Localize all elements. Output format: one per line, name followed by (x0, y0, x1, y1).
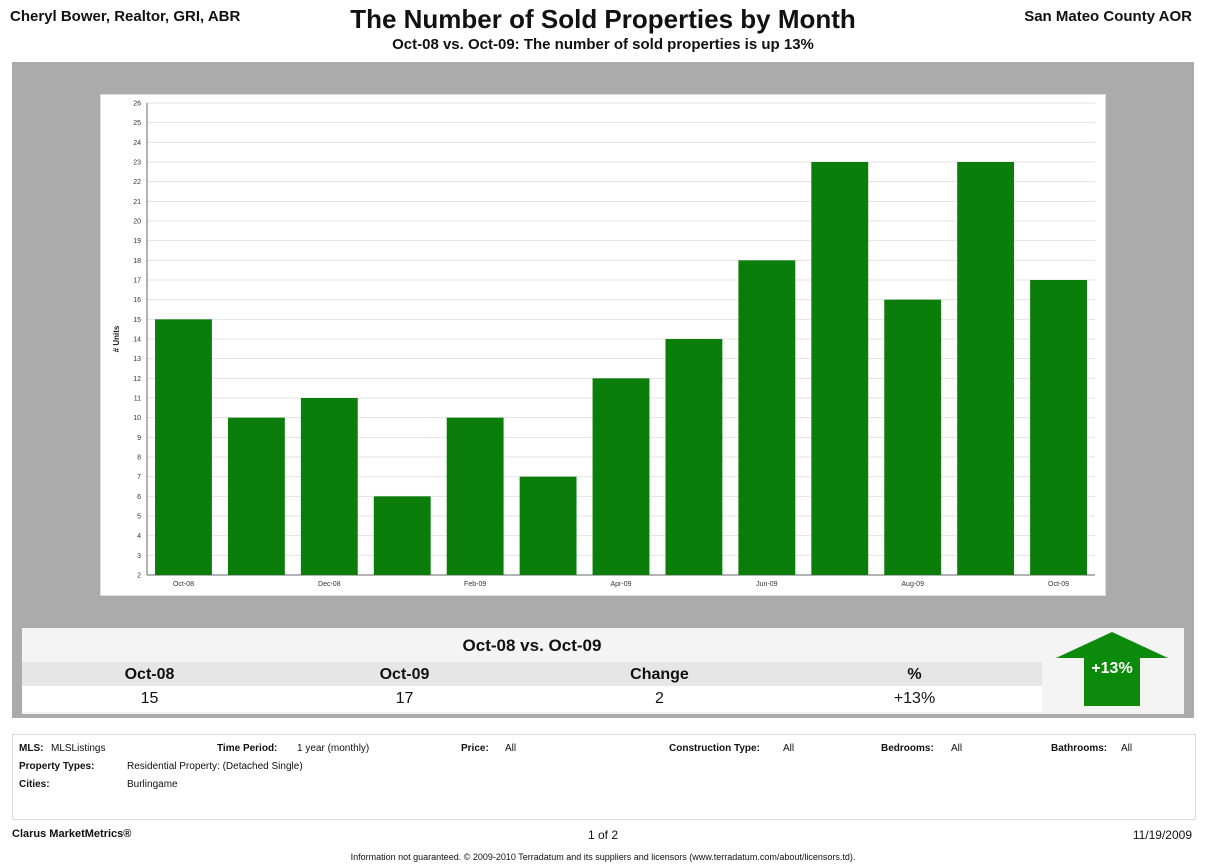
header-cell: % (907, 666, 922, 683)
mls-label: MLS: (19, 743, 44, 754)
page-title: The Number of Sold Properties by Month (350, 4, 856, 34)
y-tick-label: 16 (133, 297, 141, 304)
bar (446, 417, 504, 575)
y-tick-label: 5 (137, 514, 141, 521)
brand-name: Clarus MarketMetrics® (12, 828, 132, 840)
construction-type-value: All (783, 743, 795, 754)
header-cell: Oct-08 (124, 666, 175, 683)
y-tick-label: 6 (137, 494, 141, 501)
y-tick-label: 4 (137, 533, 141, 540)
comparison-title: Oct-08 vs. Oct-09 (462, 636, 602, 655)
property-types-label: Property Types: (19, 761, 95, 772)
bar (1030, 280, 1087, 575)
y-tick-label: 23 (133, 160, 141, 167)
bar (300, 398, 358, 575)
bar (738, 260, 796, 575)
bar (957, 162, 1015, 575)
price-value: All (505, 743, 517, 754)
y-tick-label: 12 (133, 376, 141, 383)
up-arrow-icon: +13% (1056, 632, 1168, 706)
y-tick-label: 17 (133, 278, 141, 285)
time-period-value: 1 year (monthly) (297, 743, 370, 754)
y-tick-label: 11 (134, 396, 141, 403)
time-period-label: Time Period: (217, 743, 278, 754)
comparison-value-row: 15 17 2 +13% (22, 686, 1042, 712)
search-criteria: MLS: MLSListings Time Period: 1 year (mo… (12, 734, 1196, 820)
y-tick-label: 8 (137, 455, 141, 462)
x-tick-label: Jun-09 (756, 581, 778, 588)
y-tick-label: 21 (133, 199, 141, 206)
x-tick-label: Feb-09 (464, 581, 486, 588)
value-cell: 15 (140, 690, 159, 707)
x-tick-label: Apr-09 (610, 581, 631, 588)
change-badge: +13% (1091, 660, 1132, 677)
value-cell: 2 (655, 690, 664, 707)
x-tick-label: Aug-09 (901, 581, 924, 588)
bar (884, 299, 942, 575)
bar (811, 162, 869, 575)
y-tick-label: 2 (137, 573, 141, 580)
y-tick-label: 13 (133, 356, 141, 363)
y-tick-label: 22 (133, 179, 141, 186)
y-tick-label: 18 (133, 258, 141, 265)
comparison-table: Oct-08 vs. Oct-09 Oct-08 Oct-09 Change %… (22, 628, 1184, 714)
y-tick-label: 19 (133, 238, 141, 245)
x-tick-label: Oct-08 (173, 581, 194, 588)
x-tick-label: Dec-08 (318, 581, 341, 588)
value-cell: 17 (395, 690, 414, 707)
bar-chart: 2345678910111213141516171819202122232425… (112, 101, 1095, 588)
bedrooms-label: Bedrooms: (881, 743, 934, 754)
cities-value: Burlingame (127, 779, 178, 790)
chart-area: 2 3 4 5 6 7 8 9 10 11 12 13 14 15 16 17 18 19 20 21 22 23 24 25… (100, 94, 1106, 596)
agent-name: Cheryl Bower, Realtor, GRI, ABR (10, 8, 241, 25)
bar (592, 378, 650, 575)
value-cell: +13% (893, 690, 936, 707)
header-cell: Oct-09 (379, 666, 430, 683)
bathrooms-label: Bathrooms: (1051, 743, 1108, 754)
y-tick-label: 24 (133, 140, 141, 147)
cities-label: Cities: (19, 779, 50, 790)
property-types-value: Residential Property: (Detached Single) (127, 761, 303, 772)
y-tick-label: 14 (133, 337, 141, 344)
y-tick-label: 15 (133, 317, 141, 324)
comparison-header-row: Oct-08 Oct-09 Change % (22, 662, 1042, 688)
bar (519, 476, 577, 575)
construction-type-label: Construction Type: (669, 743, 760, 754)
region-name: San Mateo County AOR (1024, 8, 1192, 25)
y-tick-label: 25 (133, 120, 141, 127)
price-label: Price: (461, 743, 489, 754)
y-tick-label: 7 (137, 474, 141, 481)
bathrooms-value: All (1121, 743, 1133, 754)
bar (665, 339, 723, 575)
y-tick-label: 3 (137, 553, 141, 560)
mls-value: MLSListings (51, 743, 106, 754)
y-tick-label: 10 (133, 415, 141, 422)
report-date: 11/19/2009 (1132, 828, 1192, 842)
bar (155, 319, 212, 575)
bar (227, 417, 285, 575)
bar (373, 496, 431, 575)
y-axis-label: # Units (112, 325, 121, 352)
bedrooms-value: All (951, 743, 963, 754)
disclaimer: Information not guaranteed. © 2009-2010 … (350, 852, 856, 862)
x-tick-label: Oct-09 (1048, 581, 1069, 588)
header-cell: Change (630, 666, 689, 683)
y-tick-label: 9 (137, 435, 141, 442)
page-number: 1 of 2 (587, 828, 619, 842)
y-tick-label: 20 (133, 219, 141, 226)
y-tick-label: 26 (133, 101, 141, 108)
page-subtitle: Oct-08 vs. Oct-09: The number of sold pr… (392, 36, 814, 53)
